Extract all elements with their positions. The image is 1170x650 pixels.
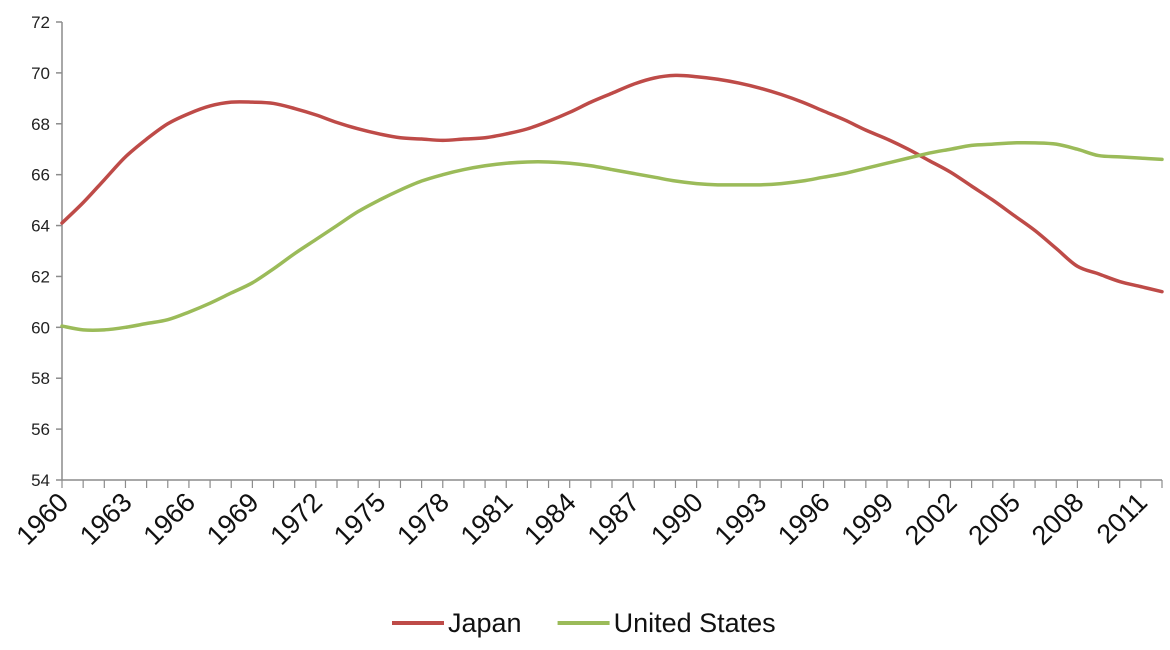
- series-lines: [60, 73, 1164, 333]
- y-tick-label: 58: [31, 369, 50, 388]
- y-tick-label: 54: [31, 471, 50, 490]
- legend: Japan United States: [392, 608, 776, 638]
- x-tick-label: 2002: [899, 487, 963, 551]
- y-tick-label: 70: [31, 64, 50, 83]
- x-tick-label: 1966: [137, 487, 201, 551]
- x-axis-ticks: 1960 1963 1966 1969 1972 1975 1978 1981 1984 1987…: [11, 480, 1163, 551]
- x-tick-label: 1996: [772, 487, 836, 551]
- y-axis-ticks: 54 56 58 60 62 64 66 68 70 72: [31, 13, 62, 490]
- series-line-japan: [60, 73, 1164, 294]
- x-tick-label: 1990: [645, 487, 709, 551]
- x-tick-label: 2011: [1091, 487, 1153, 549]
- x-tick-label: 1978: [391, 487, 455, 551]
- legend-label: Japan: [448, 608, 522, 638]
- x-tick-label: 1993: [709, 487, 773, 551]
- x-tick-label: 1969: [201, 487, 265, 551]
- x-tick-label: 1975: [328, 487, 392, 551]
- x-tick-label: 2008: [1026, 487, 1090, 551]
- x-tick-label: 1963: [74, 487, 138, 551]
- series-line-united-states: [60, 140, 1164, 333]
- x-tick-label: 1960: [11, 487, 75, 551]
- x-tick-label: 1984: [518, 487, 582, 551]
- x-tick-label: 1987: [582, 487, 646, 551]
- legend-label: United States: [614, 608, 776, 638]
- y-tick-label: 66: [31, 166, 50, 185]
- y-tick-label: 62: [31, 267, 50, 286]
- y-tick-label: 68: [31, 115, 50, 134]
- x-tick-label: 1972: [264, 487, 328, 551]
- y-tick-label: 56: [31, 420, 50, 439]
- x-tick-label: 2005: [962, 487, 1026, 551]
- x-tick-label: 1999: [836, 487, 900, 551]
- x-tick-label: 1981: [455, 487, 519, 551]
- y-tick-label: 72: [31, 13, 50, 32]
- y-tick-label: 60: [31, 318, 50, 337]
- y-tick-label: 64: [31, 217, 50, 236]
